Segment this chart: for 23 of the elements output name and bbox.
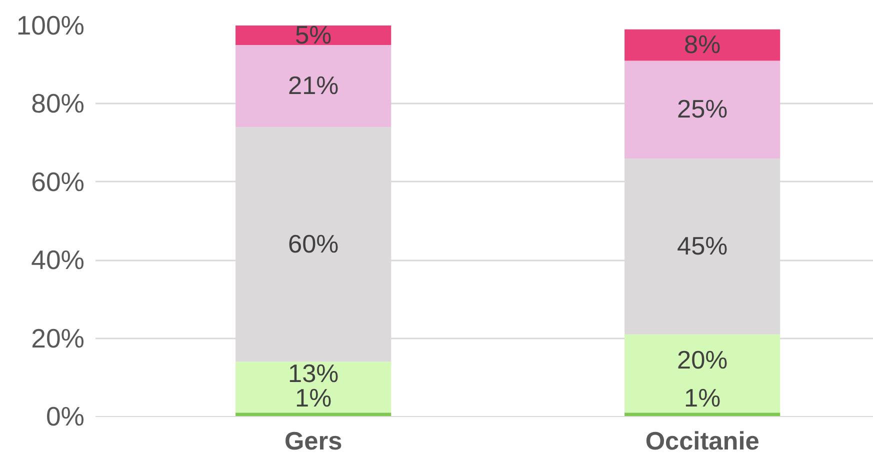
y-tick-label: 40% [31,245,85,276]
x-tick-label: Gers [284,428,342,456]
y-tick-label: 20% [31,323,85,354]
data-label: 45% [676,232,728,260]
bar [624,158,780,334]
data-label: 1% [684,384,721,413]
bar [236,45,392,128]
bar [624,29,780,61]
bar [236,26,392,46]
data-label: 8% [684,31,721,60]
bar [624,60,780,158]
y-tick-label: 60% [31,166,85,197]
data-label: 5% [295,21,332,50]
y-tick-label: 100% [16,10,85,40]
x-tick-label: Occitanie [645,428,760,456]
data-label: 20% [676,346,728,374]
bar [624,334,780,413]
bar [236,362,392,413]
data-label: 21% [288,72,339,100]
data-label: 25% [676,96,728,124]
data-label: 60% [288,230,339,258]
y-tick-label: 80% [31,88,85,119]
y-tick-label: 0% [46,402,85,432]
